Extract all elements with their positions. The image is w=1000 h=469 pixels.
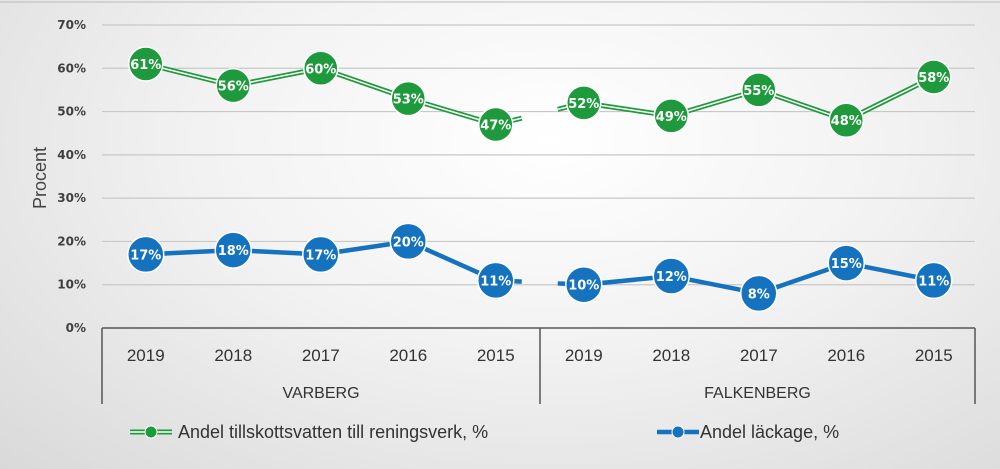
y-tick-label: 30% bbox=[57, 191, 86, 205]
data-label: 55% bbox=[743, 84, 774, 99]
data-point bbox=[215, 67, 251, 104]
data-label: 15% bbox=[831, 257, 862, 272]
data-label: 18% bbox=[218, 244, 249, 259]
data-label: 48% bbox=[831, 114, 862, 129]
data-label: 47% bbox=[480, 119, 511, 134]
y-tick-label: 50% bbox=[57, 105, 86, 119]
category-axis-frame bbox=[101, 327, 976, 404]
data-label: 20% bbox=[393, 235, 424, 250]
data-point bbox=[127, 235, 165, 274]
data-label: 61% bbox=[130, 58, 161, 73]
x-tick-label: 2015 bbox=[915, 346, 953, 365]
data-point bbox=[477, 261, 515, 300]
gap-connector-inner bbox=[557, 106, 568, 111]
data-label: 53% bbox=[393, 93, 424, 108]
data-label: 49% bbox=[656, 110, 687, 125]
x-tick-label: 2015 bbox=[477, 346, 515, 365]
x-tick-label: 2017 bbox=[302, 346, 340, 365]
data-point bbox=[828, 102, 864, 138]
data-point bbox=[565, 265, 603, 304]
data-point bbox=[302, 235, 340, 274]
y-tick-label: 60% bbox=[57, 61, 86, 75]
data-label: 11% bbox=[480, 274, 511, 289]
data-point bbox=[390, 80, 426, 117]
legend-label: Andel läckage, % bbox=[700, 422, 839, 442]
data-point bbox=[915, 261, 953, 300]
x-tick-label: 2018 bbox=[214, 346, 252, 365]
data-point bbox=[741, 72, 777, 108]
y-axis-ticks: 0% 10% 20% 30% 40% 50% 60% 70% bbox=[57, 18, 86, 335]
data-point bbox=[214, 231, 252, 269]
legend: Andel tillskottsvatten till reningsverk,… bbox=[130, 422, 839, 442]
data-point bbox=[740, 274, 778, 313]
x-tick-label: 2018 bbox=[652, 346, 690, 365]
legend-label: Andel tillskottsvatten till reningsverk,… bbox=[178, 422, 488, 442]
y-axis-label: Procent bbox=[30, 147, 50, 209]
data-label: 10% bbox=[568, 279, 599, 294]
data-point bbox=[916, 59, 952, 95]
series-lines bbox=[145, 61, 935, 296]
data-point bbox=[827, 244, 865, 282]
x-tick-label: 2017 bbox=[740, 346, 778, 365]
group-label: VARBERG bbox=[282, 385, 359, 402]
y-tick-label: 10% bbox=[57, 278, 86, 292]
category-labels: 2019 2018 2017 2016 2015 2019 2018 2017 2016 2015 bbox=[127, 346, 953, 365]
data-label: 8% bbox=[748, 287, 770, 302]
x-tick-label: 2016 bbox=[389, 346, 427, 365]
x-tick-label: 2016 bbox=[827, 346, 865, 365]
data-label: 12% bbox=[656, 270, 687, 285]
gap-connector-inner bbox=[511, 117, 522, 122]
data-point bbox=[653, 98, 689, 134]
data-point bbox=[128, 46, 164, 82]
data-label: 11% bbox=[918, 274, 949, 289]
y-tick-label: 70% bbox=[57, 18, 86, 32]
x-tick-label: 2019 bbox=[127, 346, 165, 365]
data-label: 17% bbox=[130, 248, 161, 263]
data-label: 17% bbox=[305, 248, 336, 263]
group-label: FALKENBERG bbox=[704, 385, 811, 402]
data-label: 58% bbox=[918, 71, 949, 86]
group-labels: VARBERG FALKENBERG bbox=[282, 385, 810, 402]
legend-marker bbox=[144, 425, 158, 439]
legend-marker bbox=[671, 425, 685, 439]
y-tick-label: 20% bbox=[57, 234, 86, 248]
data-label: 56% bbox=[218, 80, 249, 95]
data-label: 60% bbox=[305, 62, 336, 77]
data-point bbox=[478, 106, 514, 143]
x-tick-label: 2019 bbox=[565, 346, 603, 365]
data-point bbox=[566, 85, 602, 121]
data-point bbox=[389, 222, 427, 261]
series-points: 61% 56% 60% 53% 47% 52% 49% 55% 48% 58% 17% 18% 17% 2… bbox=[127, 46, 953, 313]
data-label: 52% bbox=[568, 97, 599, 112]
y-tick-label: 0% bbox=[66, 321, 86, 335]
data-point bbox=[652, 257, 690, 295]
y-tick-label: 40% bbox=[57, 148, 86, 162]
data-point bbox=[303, 50, 339, 87]
